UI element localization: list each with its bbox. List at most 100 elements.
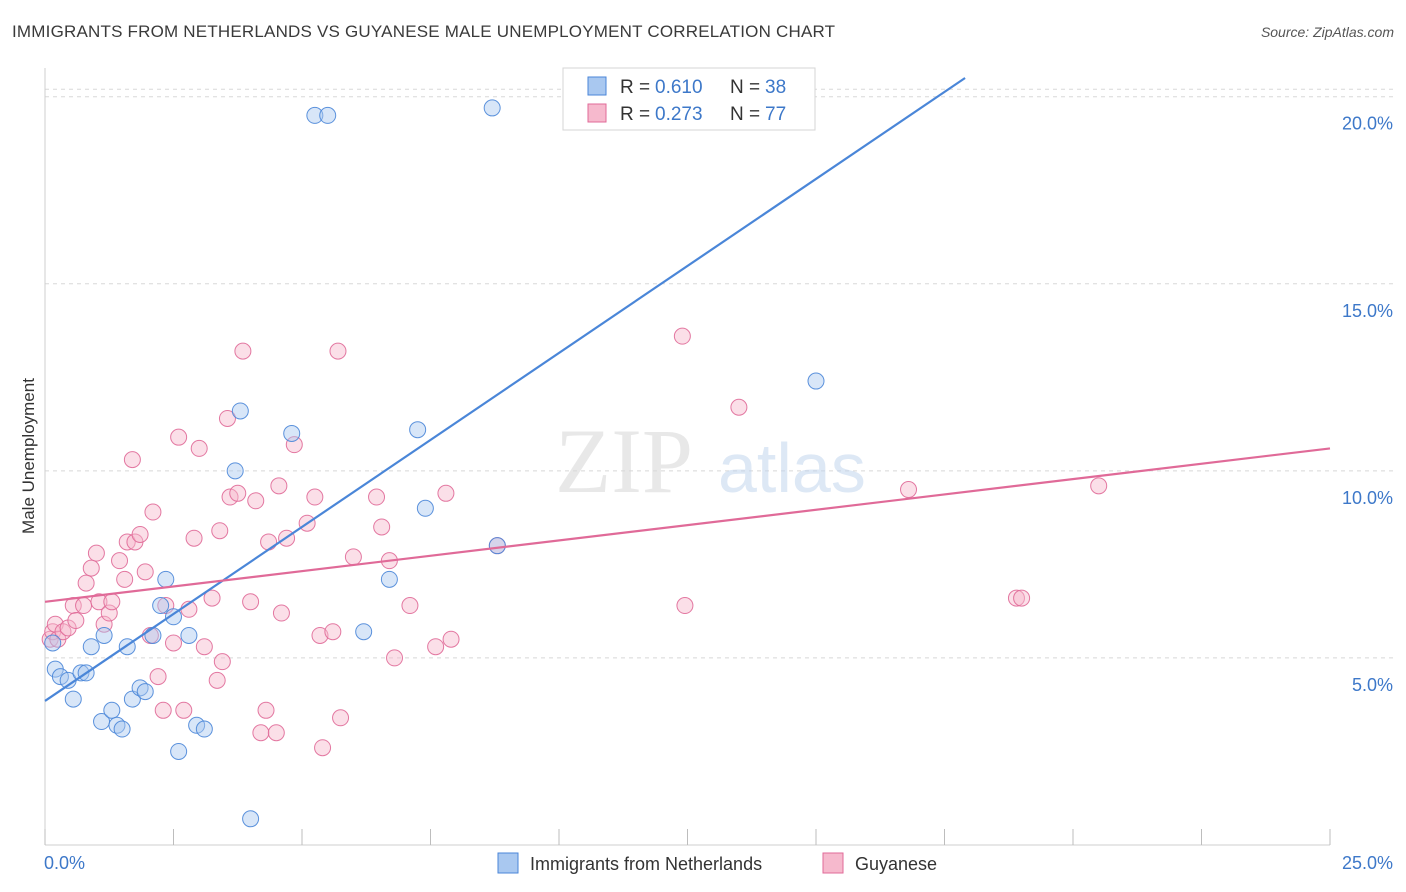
- data-point: [673, 327, 691, 345]
- trend-line-guyanese: [44, 447, 1331, 603]
- data-point: [64, 690, 82, 708]
- data-point: [67, 612, 85, 630]
- axes: [44, 68, 1331, 846]
- data-point: [306, 488, 324, 506]
- trend-lines: [44, 77, 1331, 702]
- data-point: [1013, 589, 1031, 607]
- y-tick-label: 5.0%: [1352, 675, 1393, 695]
- y-tick-label: 15.0%: [1342, 301, 1393, 321]
- data-point: [807, 372, 825, 390]
- legend-n-value: 77: [765, 104, 786, 125]
- data-point: [285, 436, 303, 454]
- data-point: [203, 589, 221, 607]
- data-point: [51, 668, 69, 686]
- data-point: [165, 634, 182, 652]
- legend-swatch-netherlands: [587, 76, 607, 96]
- data-point: [175, 701, 193, 719]
- legend-r-value: 0.610: [655, 77, 703, 98]
- data-point: [208, 671, 226, 689]
- data-point: [257, 701, 275, 719]
- data-point: [231, 402, 249, 420]
- data-point: [136, 683, 154, 701]
- series-legend: Immigrants from Netherlands Guyanese: [497, 852, 937, 874]
- data-point: [185, 529, 203, 547]
- data-point: [283, 424, 301, 442]
- data-point: [111, 552, 129, 570]
- y-tick-label: 20.0%: [1342, 114, 1393, 134]
- legend-r-label: R =: [620, 77, 650, 98]
- data-point: [267, 724, 285, 742]
- data-point: [188, 716, 206, 734]
- data-point: [242, 810, 260, 828]
- data-point: [77, 574, 95, 592]
- series-legend-label-guyanese: Guyanese: [855, 854, 937, 874]
- data-point: [144, 626, 162, 644]
- y-axis-label: Male Unemployment: [19, 378, 38, 534]
- data-point: [100, 604, 118, 622]
- data-point: [488, 537, 506, 555]
- trend-line-netherlands: [44, 77, 966, 702]
- data-point: [123, 451, 141, 469]
- data-point: [270, 477, 288, 495]
- data-point: [165, 608, 182, 626]
- data-point: [314, 739, 332, 757]
- data-point: [483, 99, 501, 117]
- x-tick-label: 0.0%: [44, 853, 85, 873]
- data-point: [103, 593, 121, 611]
- x-tick-label: 25.0%: [1342, 853, 1393, 873]
- watermark: ZIP atlas: [555, 410, 866, 512]
- data-point: [324, 623, 342, 641]
- data-point: [416, 499, 434, 517]
- data-point: [329, 342, 347, 360]
- correlation-legend: R = 0.610 N = 38 R = 0.273 N = 77: [562, 67, 816, 131]
- data-point: [306, 106, 324, 124]
- data-point: [218, 409, 236, 427]
- data-point: [95, 626, 113, 644]
- data-point: [368, 488, 386, 506]
- data-point: [72, 664, 90, 682]
- netherlands-points: [44, 99, 825, 828]
- data-point: [213, 653, 231, 671]
- data-point: [226, 462, 244, 480]
- data-point: [676, 597, 694, 615]
- data-point: [103, 701, 121, 719]
- data-point: [149, 668, 167, 686]
- chart-title: IMMIGRANTS FROM NETHERLANDS VS GUYANESE …: [12, 22, 836, 41]
- data-point: [229, 484, 247, 502]
- data-point: [90, 593, 108, 611]
- data-point: [1007, 589, 1025, 607]
- data-point: [386, 649, 404, 667]
- data-point: [380, 570, 398, 588]
- legend-swatch-guyanese: [587, 103, 607, 123]
- y-tick-label: 10.0%: [1342, 488, 1393, 508]
- data-point: [730, 398, 748, 416]
- data-point: [144, 503, 162, 521]
- guyanese-points: [41, 327, 1108, 757]
- data-point: [195, 720, 213, 738]
- data-point: [87, 544, 105, 562]
- data-point: [427, 638, 445, 656]
- data-point: [373, 518, 391, 536]
- data-point: [247, 492, 265, 510]
- legend-n-value: 38: [765, 77, 786, 98]
- watermark-atlas: atlas: [718, 429, 866, 507]
- data-point: [136, 563, 154, 581]
- data-point: [260, 533, 278, 551]
- data-point: [180, 626, 198, 644]
- series-legend-swatch-guyanese: [822, 852, 844, 874]
- legend-n-label: N =: [730, 104, 760, 125]
- data-point: [131, 525, 149, 543]
- legend-r-value: 0.273: [655, 104, 703, 125]
- data-point: [170, 742, 188, 760]
- legend-r-label: R =: [620, 104, 650, 125]
- source-label: Source: ZipAtlas.com: [1260, 24, 1394, 40]
- series-legend-swatch-netherlands: [497, 852, 519, 874]
- data-point: [113, 720, 131, 738]
- data-point: [152, 597, 170, 615]
- data-point: [1090, 477, 1108, 495]
- data-point: [211, 522, 229, 540]
- data-point: [195, 638, 213, 656]
- data-point: [311, 626, 329, 644]
- data-point: [442, 630, 460, 648]
